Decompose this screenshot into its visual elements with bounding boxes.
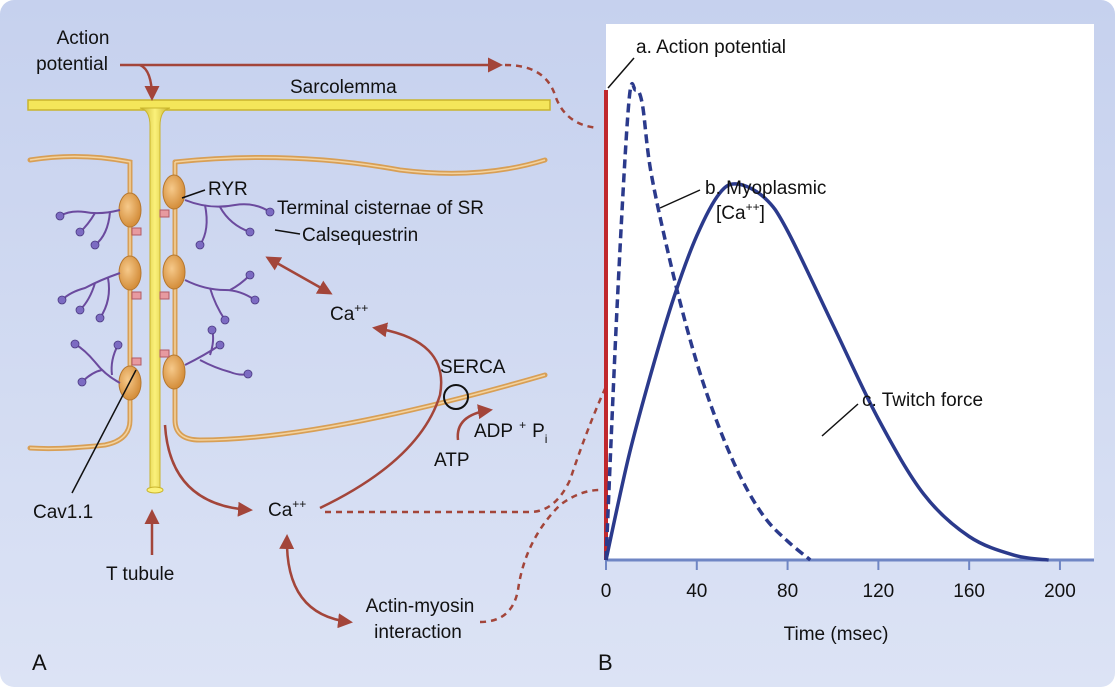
ryr-channels — [118, 174, 186, 401]
pathway-arrows — [120, 57, 503, 629]
x-tick-label: 200 — [1044, 581, 1076, 602]
curve-label-ca-1: b. Myoplasmic — [705, 178, 826, 199]
curve-label-twitch: c. Twitch force — [862, 390, 983, 411]
leader-action-potential — [607, 57, 635, 89]
leader-ca — [659, 189, 701, 209]
panel-letter-b: B — [598, 650, 613, 675]
label-actin-myosin-1: Actin-myosin — [366, 596, 475, 617]
sr-membranes-highlight — [29, 155, 546, 450]
x-tick-label: 120 — [863, 581, 895, 602]
leader-twitch — [821, 403, 859, 437]
label-actin-myosin-2: interaction — [374, 622, 462, 643]
label-sarcolemma: Sarcolemma — [290, 77, 397, 98]
curve-label-ca-2: [Ca++] — [716, 200, 765, 224]
label-adp-pi: ADP + Pi — [474, 418, 547, 446]
label-action-potential-1: Action — [57, 28, 110, 49]
leader-lines — [71, 189, 301, 494]
label-ryr: RYR — [208, 179, 248, 200]
panel-a: Action potential Sarcolemma RYR Terminal… — [27, 28, 612, 675]
plot-area — [606, 24, 1094, 560]
cav-channels — [131, 209, 170, 366]
x-tick-label: 80 — [777, 581, 798, 602]
label-atp: ATP — [434, 450, 470, 471]
label-ca-upper: Ca++ — [330, 301, 368, 325]
label-serca: SERCA — [440, 357, 506, 378]
label-ca-lower: Ca++ — [268, 497, 306, 521]
t-tubule-opening — [146, 486, 164, 494]
label-calsequestrin: Calsequestrin — [302, 225, 418, 246]
x-tick-label: 160 — [953, 581, 985, 602]
series-myoplasmic-ca — [604, 82, 812, 562]
panel-letter-a: A — [32, 650, 47, 675]
curve-label-action-potential: a. Action potential — [636, 37, 786, 58]
sarcolemma — [27, 99, 551, 111]
x-tick-label: 40 — [686, 581, 707, 602]
serca-pump — [443, 384, 469, 410]
connector-dashes — [325, 63, 612, 624]
chart-layer: 0 40 80 120 160 200 — [601, 82, 1094, 602]
label-t-tubule: T tubule — [106, 564, 174, 585]
panel-b: 0 40 80 120 160 200 a. Action potential b. My… — [598, 24, 1094, 675]
label-cav: Cav1.1 — [33, 502, 93, 523]
x-tick-label: 0 — [601, 581, 612, 602]
label-terminal-cisternae: Terminal cisternae of SR — [277, 198, 484, 219]
series-twitch-force — [604, 182, 1049, 562]
label-action-potential-2: potential — [36, 54, 108, 75]
calsequestrin-beads — [55, 207, 275, 387]
x-axis-label: Time (msec) — [784, 624, 889, 645]
